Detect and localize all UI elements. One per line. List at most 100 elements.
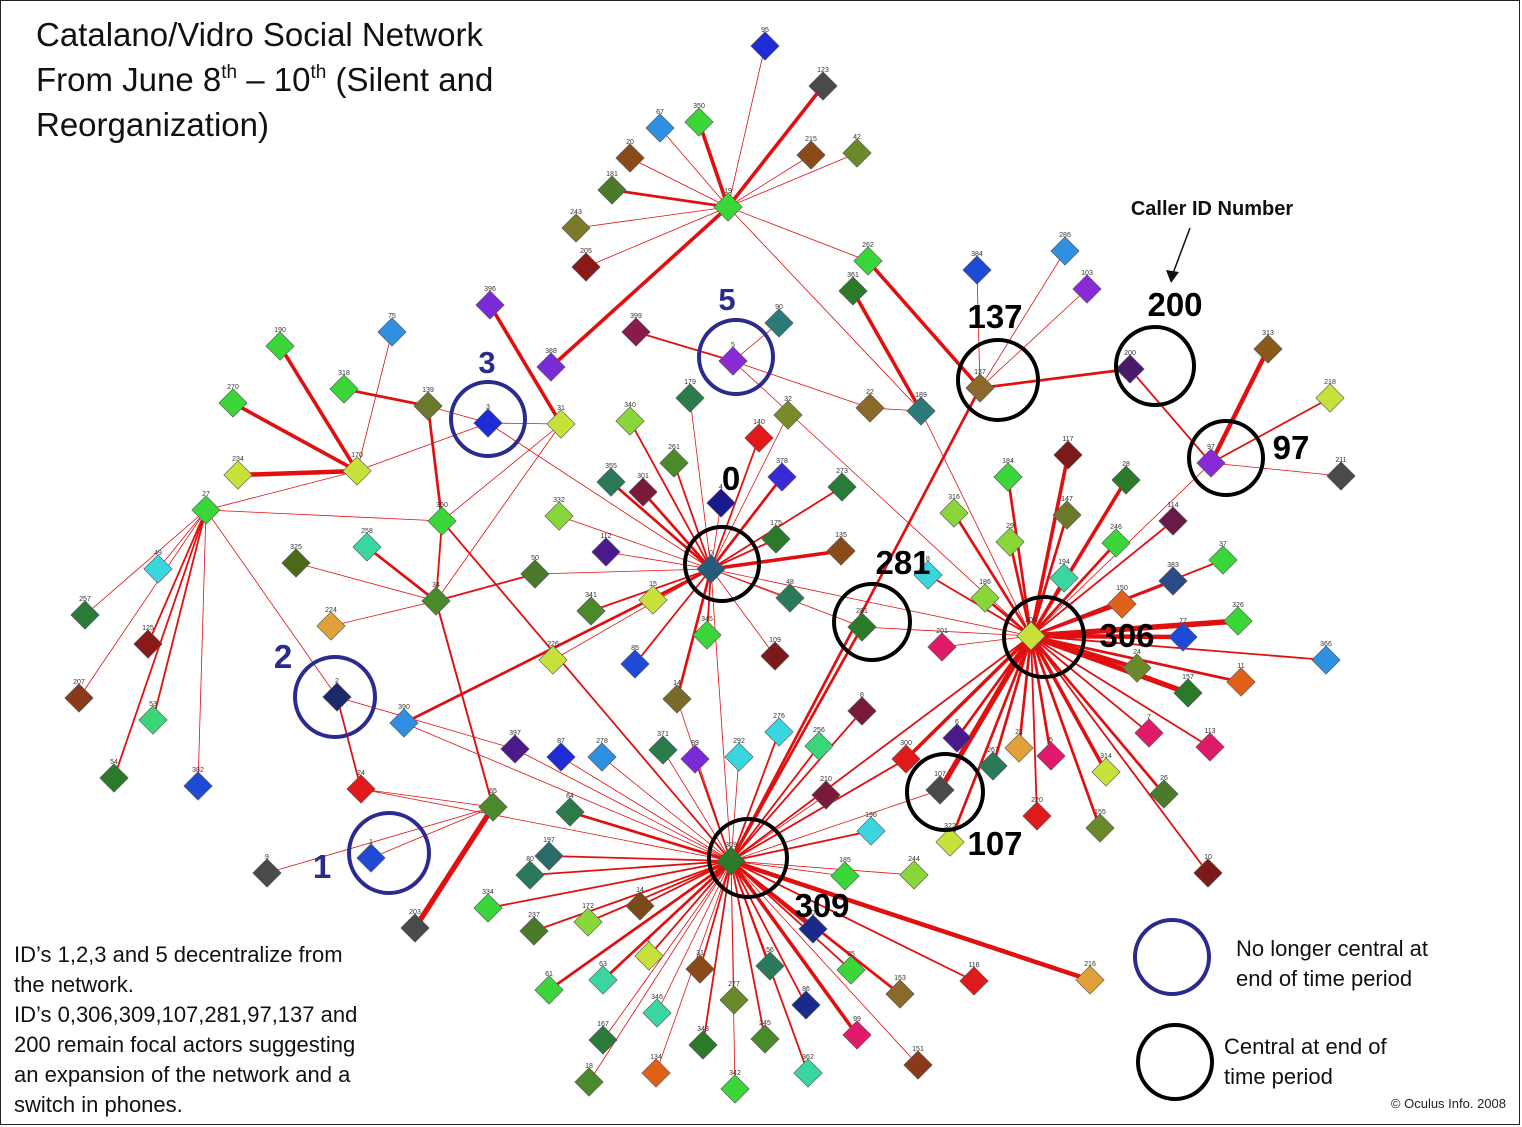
node-diamond[interactable] — [856, 816, 886, 846]
node-diamond[interactable] — [808, 71, 838, 101]
node-diamond[interactable] — [546, 742, 576, 772]
network-node[interactable]: 0 — [696, 550, 726, 584]
node-diamond[interactable] — [346, 774, 376, 804]
node-diamond[interactable] — [1049, 563, 1079, 593]
network-node[interactable]: 89 — [680, 740, 710, 774]
network-node[interactable]: 316 — [939, 494, 969, 528]
network-node[interactable]: 85 — [620, 645, 650, 679]
node-diamond[interactable] — [1036, 741, 1066, 771]
network-node[interactable]: 322 — [935, 823, 965, 857]
network-node[interactable]: 378 — [767, 458, 797, 492]
node-diamond[interactable] — [642, 998, 672, 1028]
node-diamond[interactable] — [962, 255, 992, 285]
node-diamond[interactable] — [755, 951, 785, 981]
network-node[interactable]: 332 — [544, 497, 574, 531]
node-diamond[interactable] — [628, 477, 658, 507]
network-node[interactable]: 281 — [847, 608, 877, 642]
network-node[interactable]: 196 — [856, 812, 886, 846]
network-node[interactable]: 262 — [853, 242, 883, 276]
network-node[interactable]: 237 — [519, 912, 549, 946]
network-node[interactable]: 396 — [475, 286, 505, 320]
network-node[interactable]: 10 — [1193, 854, 1223, 888]
network-node[interactable]: 2 — [634, 937, 664, 971]
node-diamond[interactable] — [615, 143, 645, 173]
network-node[interactable]: 114 — [1158, 502, 1188, 536]
network-node[interactable]: 190 — [265, 327, 295, 361]
node-diamond[interactable] — [322, 682, 352, 712]
node-diamond[interactable] — [793, 1058, 823, 1088]
node-diamond[interactable] — [183, 771, 213, 801]
node-diamond[interactable] — [473, 408, 503, 438]
node-diamond[interactable] — [724, 742, 754, 772]
node-diamond[interactable] — [546, 409, 576, 439]
node-diamond[interactable] — [1134, 718, 1164, 748]
network-node[interactable]: 42 — [842, 134, 872, 168]
network-node[interactable]: 245 — [750, 1020, 780, 1054]
network-node[interactable]: 397 — [500, 730, 530, 764]
node-diamond[interactable] — [761, 524, 791, 554]
node-diamond[interactable] — [400, 913, 430, 943]
network-node[interactable]: 147 — [1052, 496, 1082, 530]
network-node[interactable]: 197 — [534, 837, 564, 871]
node-diamond[interactable] — [515, 860, 545, 890]
network-node[interactable]: 314 — [1091, 753, 1121, 787]
network-node[interactable]: 186 — [970, 579, 1000, 613]
node-diamond[interactable] — [597, 175, 627, 205]
node-diamond[interactable] — [648, 735, 678, 765]
node-diamond[interactable] — [688, 1030, 718, 1060]
node-diamond[interactable] — [684, 107, 714, 137]
node-diamond[interactable] — [342, 456, 372, 486]
node-diamond[interactable] — [1016, 621, 1046, 651]
network-node[interactable]: 1 — [356, 839, 386, 873]
node-diamond[interactable] — [638, 585, 668, 615]
network-node[interactable]: 117 — [1053, 436, 1083, 470]
node-diamond[interactable] — [1122, 653, 1152, 683]
network-node[interactable]: 11 — [1226, 663, 1256, 697]
network-node[interactable]: 90 — [764, 304, 794, 338]
node-diamond[interactable] — [675, 383, 705, 413]
network-node[interactable]: 155 — [1085, 809, 1115, 843]
node-diamond[interactable] — [478, 792, 508, 822]
node-diamond[interactable] — [798, 914, 828, 944]
node-diamond[interactable] — [534, 975, 564, 1005]
network-node[interactable]: 9 — [252, 854, 282, 888]
network-node[interactable]: 87 — [546, 738, 576, 772]
network-node[interactable]: 181 — [597, 171, 627, 205]
node-diamond[interactable] — [536, 352, 566, 382]
network-node[interactable]: 75 — [377, 313, 407, 347]
node-diamond[interactable] — [1208, 545, 1238, 575]
network-node[interactable]: 355 — [596, 463, 626, 497]
network-node[interactable]: 220 — [1022, 797, 1052, 831]
node-diamond[interactable] — [1022, 801, 1052, 831]
node-diamond[interactable] — [1193, 858, 1223, 888]
network-node[interactable]: 218 — [1315, 379, 1345, 413]
node-diamond[interactable] — [760, 641, 790, 671]
network-node[interactable]: 135 — [826, 532, 856, 566]
network-node[interactable]: 179 — [675, 379, 705, 413]
network-node[interactable]: 325 — [281, 544, 311, 578]
node-diamond[interactable] — [719, 985, 749, 1015]
node-diamond[interactable] — [696, 554, 726, 584]
network-node[interactable]: 207 — [64, 679, 94, 713]
network-node[interactable]: 28 — [1111, 461, 1141, 495]
node-diamond[interactable] — [891, 744, 921, 774]
network-node[interactable]: 37 — [1208, 541, 1238, 575]
node-diamond[interactable] — [191, 495, 221, 525]
network-node[interactable]: 216 — [1075, 961, 1105, 995]
network-node[interactable]: 80 — [515, 856, 545, 890]
network-node[interactable]: 167 — [588, 1021, 618, 1055]
network-node[interactable]: 5 — [1036, 737, 1066, 771]
network-node[interactable]: 399 — [621, 313, 651, 347]
node-diamond[interactable] — [939, 498, 969, 528]
network-node[interactable]: 64 — [555, 793, 585, 827]
network-node[interactable]: 6 — [942, 719, 972, 753]
network-node[interactable]: 77 — [1168, 618, 1198, 652]
network-node[interactable]: 15 — [638, 581, 668, 615]
network-node[interactable]: 276 — [764, 713, 794, 747]
network-node[interactable]: 140 — [744, 419, 774, 453]
node-diamond[interactable] — [143, 554, 173, 584]
node-diamond[interactable] — [223, 460, 253, 490]
node-diamond[interactable] — [591, 537, 621, 567]
network-node[interactable]: 86 — [791, 986, 821, 1020]
network-node[interactable]: 109 — [760, 637, 790, 671]
